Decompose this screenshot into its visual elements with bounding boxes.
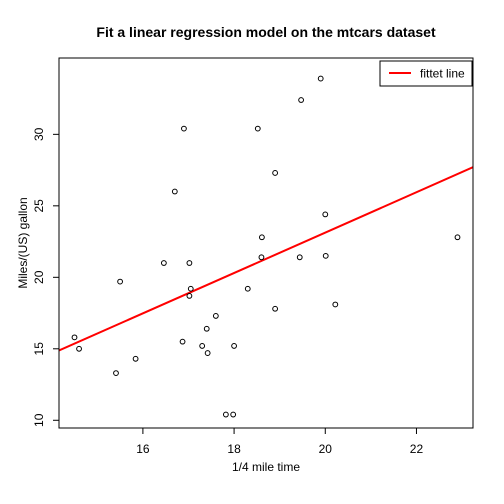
y-tick-label: 20 — [32, 270, 46, 284]
y-axis-label: Miles/(US) gallon — [16, 197, 30, 288]
data-point — [76, 345, 82, 352]
data-point — [199, 343, 206, 349]
data-point — [132, 355, 139, 362]
data-point — [230, 411, 237, 418]
y-tick-label: 25 — [32, 199, 46, 213]
data-point — [296, 254, 303, 261]
plot-frame — [58, 57, 474, 429]
data-point — [204, 350, 211, 356]
x-tick-label: 18 — [227, 442, 241, 456]
data-point — [113, 370, 119, 377]
data-point — [186, 260, 193, 266]
x-axis-label: 1/4 mile time — [232, 460, 300, 474]
y-tick-label: 15 — [32, 342, 46, 356]
data-point — [117, 278, 123, 285]
x-tick-label: 16 — [136, 442, 150, 456]
data-point — [322, 252, 329, 259]
x-tick-label: 20 — [319, 442, 333, 456]
fitted-line — [59, 166, 473, 352]
data-point — [272, 305, 279, 312]
data-point — [244, 285, 251, 292]
data-point — [258, 234, 265, 241]
x-tick-label: 22 — [410, 442, 424, 456]
y-tick-label: 30 — [32, 127, 46, 141]
data-point — [171, 188, 178, 195]
data-point — [71, 334, 78, 341]
data-point — [317, 75, 324, 82]
data-point — [298, 97, 305, 103]
data-point — [272, 170, 279, 176]
data-point — [186, 292, 193, 299]
data-point — [179, 338, 186, 345]
data-point — [222, 411, 229, 418]
data-point — [322, 211, 329, 218]
data-point — [258, 254, 265, 261]
data-point — [181, 125, 187, 132]
legend-label: fittet line — [420, 67, 465, 81]
data-point — [454, 234, 461, 241]
data-point — [212, 313, 219, 319]
legend: fittet line — [379, 60, 473, 87]
data-point — [254, 125, 261, 132]
chart-title: Fit a linear regression model on the mtc… — [96, 24, 436, 40]
data-point — [187, 285, 194, 292]
plot-area: 16 18 20 22 10 15 20 25 30 — [32, 57, 474, 456]
data-point — [160, 260, 167, 266]
y-tick-label: 10 — [32, 413, 46, 427]
data-point — [203, 325, 210, 332]
data-point — [332, 301, 339, 308]
data-point — [231, 343, 237, 349]
